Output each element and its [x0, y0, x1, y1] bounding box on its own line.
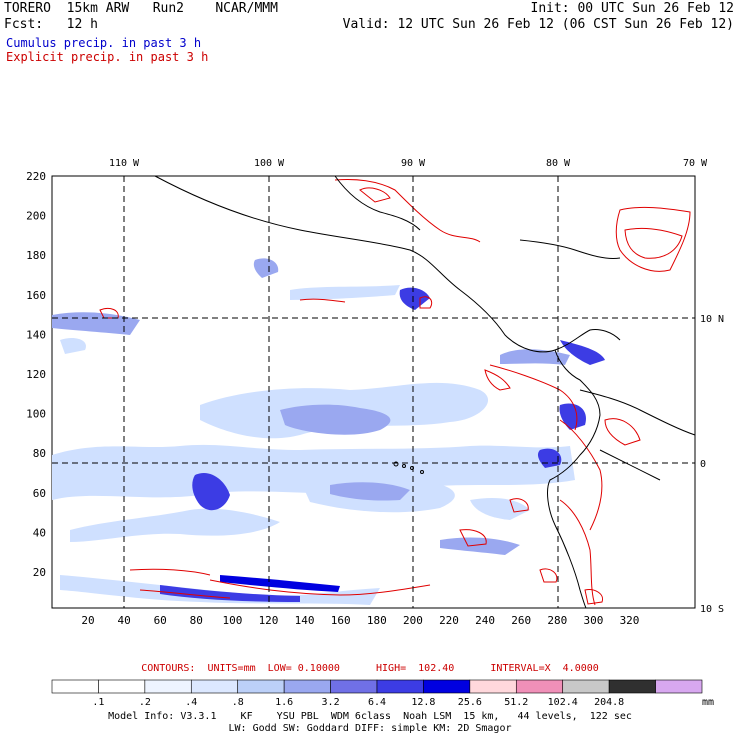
y-tick-label: 100 — [26, 408, 46, 421]
colorbar-cell — [469, 679, 517, 694]
lat-lon-grid — [52, 176, 695, 608]
colorbar-cell — [144, 679, 192, 694]
colorbar-cell — [98, 679, 146, 694]
colorbar-cell — [562, 679, 610, 694]
init-time: Init: 00 UTC Sun 26 Feb 12 — [530, 1, 735, 16]
colorbar-cell — [237, 679, 285, 694]
y-tick-label: 180 — [26, 249, 46, 262]
model-info-line2: LW: Godd SW: Goddard DIFF: simple KM: 2D… — [228, 723, 512, 734]
y-tick-label: 160 — [26, 289, 46, 302]
y-tick-label: 120 — [26, 368, 46, 381]
colorbar-label: .4 — [185, 697, 197, 708]
colorbar-unit: mm — [702, 697, 714, 708]
x-tick-label: 300 — [583, 614, 603, 627]
x-tick-label: 120 — [259, 614, 279, 627]
x-tick-label: 80 — [190, 614, 203, 627]
y-tick-label: 200 — [26, 210, 46, 223]
longitude-labels: 110 W 100 W 90 W 80 W 70 W — [109, 158, 708, 169]
model-info-line1: Model Info: V3.3.1 KF YSU PBL WDM 6class… — [108, 711, 632, 722]
x-tick-label: 20 — [81, 614, 94, 627]
x-tick-label: 200 — [403, 614, 423, 627]
forecast-hour: Fcst: 12 h — [4, 17, 98, 32]
precip-map: 110 W 100 W 90 W 80 W 70 W 10 N 0 10 S 20 40 60 8… — [26, 158, 724, 627]
colorbar-cell — [283, 679, 331, 694]
lon-label: 110 W — [109, 158, 140, 169]
lon-label: 70 W — [683, 158, 708, 169]
colorbar-label: .8 — [232, 697, 244, 708]
colorbar-cell — [190, 679, 239, 694]
colorbar-label: 1.6 — [275, 697, 293, 708]
colorbar-label: 51.2 — [504, 697, 528, 708]
y-tick-label: 60 — [33, 487, 46, 500]
colorbar-label: .2 — [139, 697, 151, 708]
colorbar-label: 204.8 — [594, 697, 624, 708]
contour-info: CONTOURS: UNITS=mm LOW= 0.10000 HIGH= 10… — [141, 663, 599, 674]
y-tick-label: 80 — [33, 447, 46, 460]
colorbar-cell — [655, 679, 703, 694]
colorbar-cell — [376, 679, 424, 694]
x-tick-label: 220 — [439, 614, 459, 627]
y-tick-label: 220 — [26, 170, 46, 183]
lat-label: 0 — [700, 459, 706, 470]
x-tick-label: 40 — [117, 614, 130, 627]
x-tick-label: 60 — [154, 614, 167, 627]
colorbar-labels: .1 .2 .4 .8 1.6 3.2 6.4 12.8 25.6 51.2 102.4 204.8 — [92, 697, 624, 708]
colorbar-label: 3.2 — [322, 697, 340, 708]
colorbar-label: 6.4 — [368, 697, 386, 708]
x-tick-label: 240 — [475, 614, 495, 627]
cumulus-precip-shading — [52, 258, 605, 605]
colorbar-label: 12.8 — [411, 697, 435, 708]
x-tick-label: 100 — [222, 614, 242, 627]
colorbar-cell — [330, 679, 378, 694]
lat-label: 10 N — [700, 314, 724, 325]
colorbar-label: .1 — [92, 697, 104, 708]
lon-label: 80 W — [546, 158, 571, 169]
colorbar-label: 25.6 — [458, 697, 482, 708]
y-tick-label: 40 — [33, 526, 46, 539]
colorbar-label: 102.4 — [548, 697, 578, 708]
valid-time: Valid: 12 UTC Sun 26 Feb 12 (06 CST Sun … — [342, 17, 734, 32]
legend-cumulus: Cumulus precip. in past 3 h — [6, 36, 202, 50]
explicit-precip-contours — [99, 179, 691, 606]
colorbar-cell — [423, 679, 471, 694]
colorbar-cells — [51, 679, 703, 694]
lon-label: 90 W — [401, 158, 426, 169]
colorbar: .1.2.4.8 1.6 3.2 6.4 12.8 25.6 51.2 102.4 204.8 … — [51, 679, 714, 708]
x-axis-ticks: 20 40 60 80 100 120 140 160 180 200 220 240 260 280 30… — [81, 603, 639, 627]
lat-label: 10 S — [700, 604, 724, 615]
x-tick-label: 140 — [295, 614, 315, 627]
colorbar-cell — [515, 679, 564, 694]
x-tick-label: 320 — [620, 614, 640, 627]
y-tick-label: 140 — [26, 328, 46, 341]
colorbar-cell — [51, 679, 99, 694]
plot-title: TORERO 15km ARW Run2 NCAR/MMM — [4, 1, 278, 16]
x-tick-label: 260 — [511, 614, 531, 627]
colorbar-cell — [608, 679, 656, 694]
latitude-labels: 10 N 0 10 S — [700, 314, 724, 615]
y-tick-label: 20 — [33, 566, 46, 579]
x-tick-label: 180 — [367, 614, 387, 627]
galapagos-islands — [393, 461, 424, 474]
legend-explicit: Explicit precip. in past 3 h — [6, 50, 209, 64]
lon-label: 100 W — [254, 158, 285, 169]
x-tick-label: 160 — [331, 614, 351, 627]
x-tick-label: 280 — [547, 614, 567, 627]
coastline — [154, 175, 696, 609]
